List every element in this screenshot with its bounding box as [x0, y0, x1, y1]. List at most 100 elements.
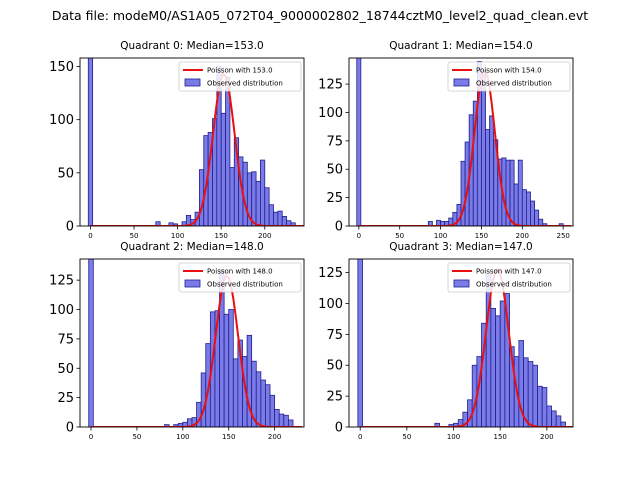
plot-area-3 — [357, 259, 573, 427]
legend-line-label-2: Poisson with 148.0 — [207, 268, 273, 276]
x-tick-label-1-1: 50 — [395, 232, 404, 240]
histogram-bar-2-8 — [200, 372, 207, 427]
histogram-bar-0-1 — [155, 221, 161, 226]
y-tick-label-3-5: 125 — [318, 266, 343, 281]
histogram-bar-1-15 — [489, 115, 495, 226]
subplot-quadrant-3: Quadrant 3: Median=147.0 0 50 100 150 200 0 25 5… — [318, 241, 574, 441]
y-tick-label-0-1: 50 — [57, 166, 74, 181]
histogram-bar-0-22 — [260, 159, 266, 226]
legend-box-0 — [178, 61, 302, 92]
histogram-bar-3-21 — [537, 385, 543, 427]
x-tick-label-1-5: 250 — [557, 232, 570, 240]
histogram-bar-3-0 — [357, 259, 363, 427]
poisson-curve-1 — [358, 69, 572, 226]
histogram-bar-3-23 — [546, 405, 552, 427]
histogram-bar-2-14 — [228, 309, 234, 427]
histogram-bar-3-26 — [560, 421, 566, 427]
x-tick-label-2-3: 150 — [222, 433, 235, 441]
histogram-bar-2-24 — [274, 408, 280, 427]
histogram-bar-1-14 — [485, 129, 491, 226]
axes-frame-1 — [348, 57, 574, 227]
histogram-bar-3-13 — [499, 300, 506, 427]
histogram-bar-3-12 — [495, 315, 501, 427]
histogram-bar-3-20 — [532, 364, 538, 427]
subplot-title-3: Quadrant 3: Median=147.0 — [389, 241, 532, 253]
histogram-bar-0-26 — [277, 210, 283, 226]
histogram-bar-2-0 — [88, 259, 94, 427]
x-tick-label-3-0: 0 — [358, 433, 362, 441]
x-tick-label-3-3: 150 — [494, 433, 507, 441]
legend-2: Poisson with 148.0 Observed distribution — [178, 262, 302, 293]
histogram-bar-2-13 — [223, 313, 230, 427]
histogram-bar-3-1 — [434, 422, 440, 427]
axes-frame-3 — [348, 258, 574, 428]
histogram-bar-0-24 — [268, 204, 274, 226]
histogram-bar-0-15 — [229, 167, 235, 226]
x-tick-label-0-3: 150 — [215, 232, 228, 240]
y-tick-label-1-1: 25 — [326, 191, 343, 206]
plot-area-0 — [87, 58, 304, 226]
histogram-bar-1-24 — [526, 191, 531, 226]
histogram-bar-1-21 — [513, 183, 519, 226]
histogram-bar-1-25 — [530, 200, 535, 226]
histogram-bar-2-25 — [278, 413, 285, 427]
histogram-bar-1-28 — [542, 223, 548, 226]
x-tick-label-2-4: 200 — [268, 433, 281, 441]
figure-suptitle: Data file: modeM0/AS1A05_072T04_90000028… — [52, 8, 588, 23]
x-tick-label-1-2: 100 — [434, 232, 447, 240]
legend-bar-label-1: Observed distribution — [476, 80, 552, 88]
histogram-bar-1-27 — [538, 218, 544, 226]
legend-bar-swatch-1 — [453, 78, 470, 87]
poisson-curve-0 — [90, 72, 304, 226]
histogram-bar-1-23 — [521, 189, 527, 226]
y-tick-label-2-0: 0 — [66, 421, 74, 436]
legend-bar-swatch-2 — [184, 279, 201, 288]
y-tick-label-0-0: 0 — [66, 220, 74, 235]
histogram-bar-3-11 — [490, 308, 496, 427]
x-tick-label-0-4: 200 — [258, 232, 271, 240]
axes-frame-0 — [79, 57, 305, 227]
histogram-bar-2-22 — [265, 384, 271, 427]
histogram-bar-3-22 — [541, 387, 548, 427]
y-tick-label-1-0: 0 — [335, 220, 343, 235]
histogram-bar-3-24 — [551, 410, 557, 427]
histogram-bar-2-20 — [255, 371, 262, 427]
legend-bar-swatch-0 — [184, 78, 201, 87]
histogram-bar-1-20 — [509, 159, 515, 226]
histogram-bar-3-19 — [527, 361, 534, 427]
histogram-bar-0-25 — [273, 211, 279, 226]
subplot-title-1: Quadrant 1: Median=154.0 — [389, 40, 532, 52]
x-tick-label-0-1: 50 — [130, 232, 139, 240]
y-tick-label-1-2: 50 — [326, 163, 343, 178]
histogram-bar-3-25 — [555, 415, 562, 427]
legend-bar-label-3: Observed distribution — [476, 281, 552, 289]
histogram-bar-0-0 — [87, 58, 94, 226]
legend-box-1 — [447, 61, 571, 92]
histogram-bar-2-21 — [260, 379, 266, 427]
x-tick-label-2-0: 0 — [89, 433, 93, 441]
legend-bar-label-2: Observed distribution — [207, 281, 283, 289]
subplot-grid: Quadrant 0: Median=153.0 0 50 100 150 200 0 50 1… — [49, 40, 574, 441]
subplot-title-0: Quadrant 0: Median=153.0 — [120, 40, 263, 52]
legend-box-3 — [447, 262, 571, 293]
histogram-bar-2-27 — [287, 419, 294, 427]
legend-bar-label-0: Observed distribution — [207, 80, 283, 88]
histogram-bar-0-21 — [255, 180, 261, 226]
plot-area-1 — [356, 58, 572, 226]
legend-line-label-1: Poisson with 154.0 — [476, 67, 542, 75]
legend-line-label-3: Poisson with 147.0 — [476, 268, 542, 276]
subplot-quadrant-0: Quadrant 0: Median=153.0 0 50 100 150 200 0 50 1… — [49, 40, 305, 240]
histogram-bar-0-27 — [281, 216, 287, 226]
y-tick-label-2-2: 50 — [57, 362, 74, 377]
y-tick-label-3-4: 100 — [318, 297, 343, 312]
histogram-bar-2-26 — [283, 414, 289, 427]
y-tick-label-1-5: 125 — [318, 78, 343, 93]
x-tick-label-0-0: 0 — [88, 232, 92, 240]
x-tick-label-3-2: 100 — [447, 433, 460, 441]
y-tick-label-3-1: 25 — [326, 390, 343, 405]
legend-line-label-0: Poisson with 153.0 — [207, 67, 273, 75]
legend-3: Poisson with 147.0 Observed distribution — [447, 262, 571, 293]
subplot-title-2: Quadrant 2: Median=148.0 — [120, 241, 263, 253]
x-tick-label-1-4: 200 — [516, 232, 529, 240]
